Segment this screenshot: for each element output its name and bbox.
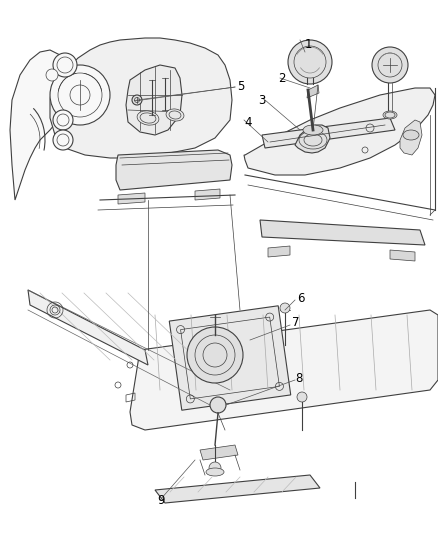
Polygon shape xyxy=(130,310,438,430)
Circle shape xyxy=(50,65,110,125)
Polygon shape xyxy=(28,290,148,365)
Text: 2: 2 xyxy=(278,71,286,85)
Text: 6: 6 xyxy=(297,292,304,304)
Circle shape xyxy=(288,40,332,84)
Polygon shape xyxy=(116,150,232,190)
Polygon shape xyxy=(260,220,425,245)
Polygon shape xyxy=(200,445,238,460)
Text: 8: 8 xyxy=(295,372,302,384)
Text: 1: 1 xyxy=(305,38,312,52)
Ellipse shape xyxy=(206,468,224,476)
Circle shape xyxy=(187,327,243,383)
Circle shape xyxy=(209,462,221,474)
Circle shape xyxy=(297,392,307,402)
Circle shape xyxy=(46,69,58,81)
Polygon shape xyxy=(390,250,415,261)
Ellipse shape xyxy=(137,111,159,125)
Circle shape xyxy=(53,110,73,130)
Polygon shape xyxy=(268,246,290,257)
Polygon shape xyxy=(118,193,145,204)
Polygon shape xyxy=(10,50,70,200)
Polygon shape xyxy=(262,118,395,148)
Polygon shape xyxy=(400,120,422,155)
Polygon shape xyxy=(295,125,330,153)
Polygon shape xyxy=(195,189,220,200)
Polygon shape xyxy=(50,38,232,158)
Polygon shape xyxy=(155,475,320,503)
Text: 3: 3 xyxy=(258,93,265,107)
Polygon shape xyxy=(307,85,319,98)
Circle shape xyxy=(280,303,290,313)
Text: 4: 4 xyxy=(244,116,251,128)
Polygon shape xyxy=(169,306,291,410)
Text: 7: 7 xyxy=(292,316,300,328)
Circle shape xyxy=(210,397,226,413)
Ellipse shape xyxy=(403,130,419,140)
Polygon shape xyxy=(126,65,182,135)
Ellipse shape xyxy=(383,111,397,119)
Circle shape xyxy=(132,95,142,105)
Polygon shape xyxy=(244,88,435,175)
Circle shape xyxy=(53,130,73,150)
Text: 9: 9 xyxy=(157,494,165,506)
Text: 5: 5 xyxy=(237,80,244,93)
Circle shape xyxy=(372,47,408,83)
Circle shape xyxy=(53,53,77,77)
Ellipse shape xyxy=(166,109,184,121)
Ellipse shape xyxy=(303,125,323,135)
